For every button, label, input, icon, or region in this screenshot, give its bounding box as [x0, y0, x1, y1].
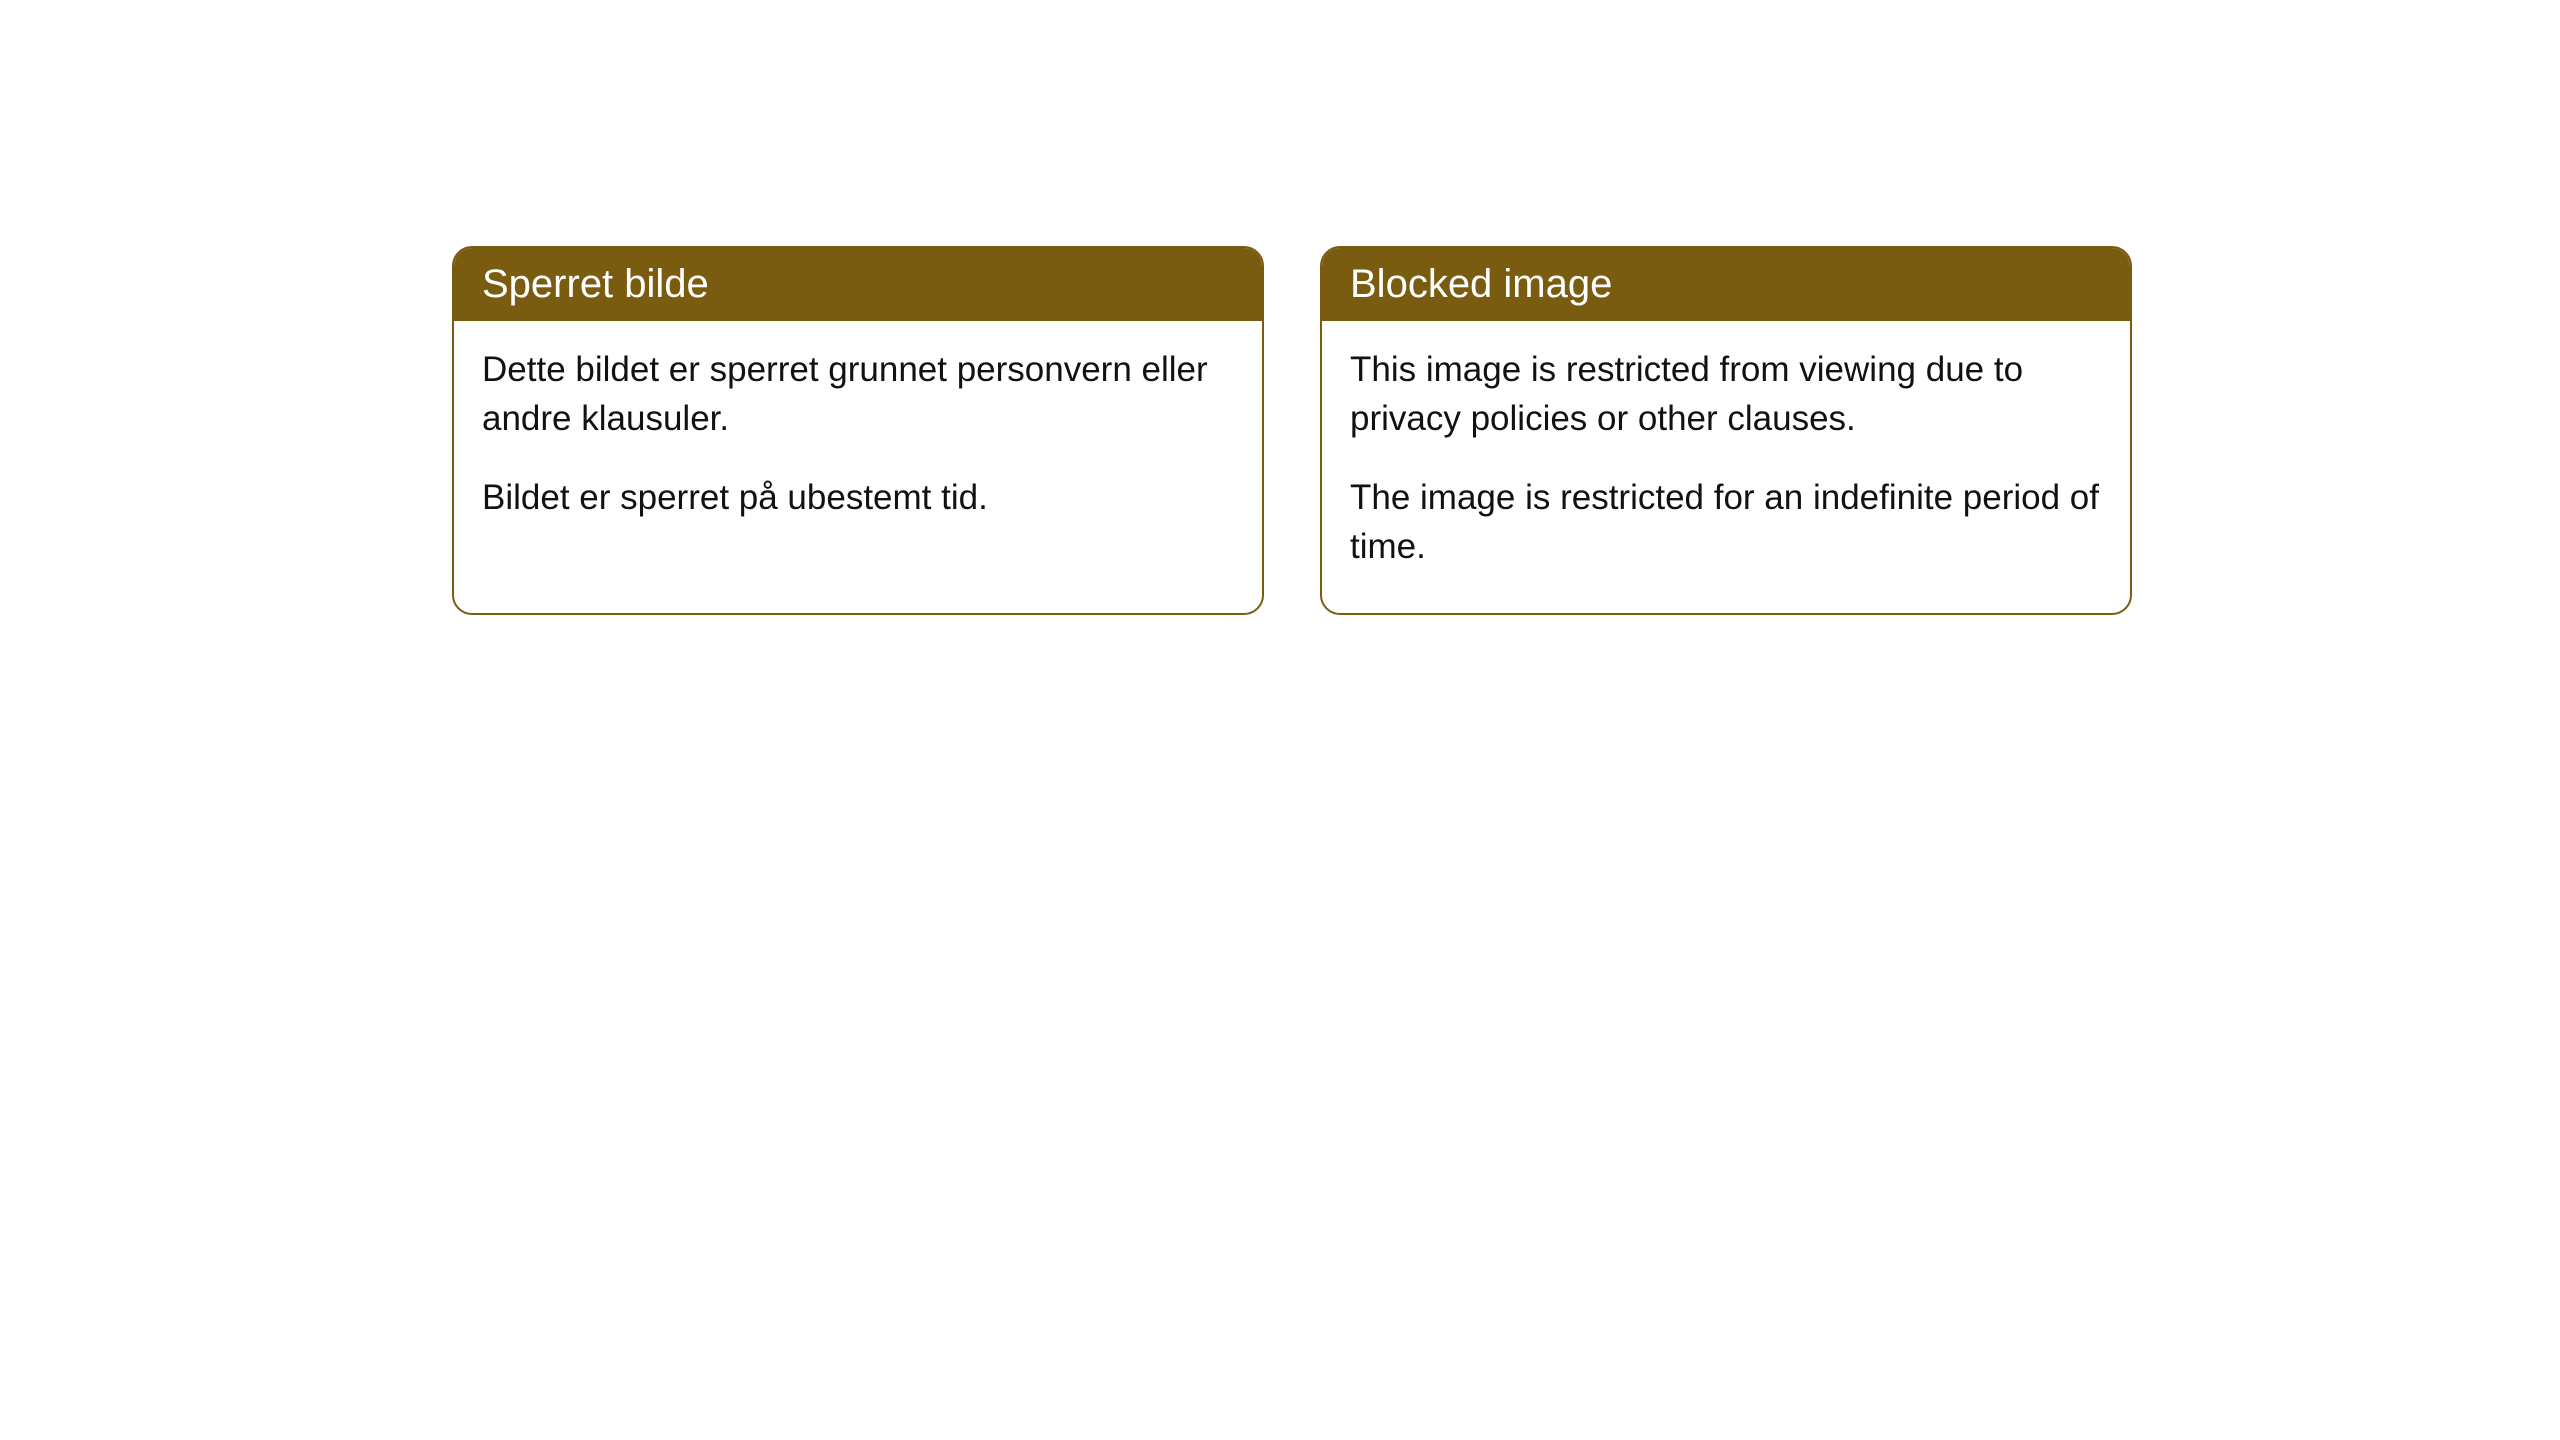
card-title: Sperret bilde: [482, 262, 709, 306]
card-paragraph-1: This image is restricted from viewing du…: [1350, 345, 2102, 443]
card-paragraph-1: Dette bildet er sperret grunnet personve…: [482, 345, 1234, 443]
cards-container: Sperret bilde Dette bildet er sperret gr…: [0, 0, 2560, 615]
card-body-english: This image is restricted from viewing du…: [1322, 321, 2130, 613]
card-paragraph-2: The image is restricted for an indefinit…: [1350, 473, 2102, 571]
card-title: Blocked image: [1350, 262, 1612, 306]
blocked-image-card-english: Blocked image This image is restricted f…: [1320, 246, 2132, 615]
card-header-norwegian: Sperret bilde: [454, 248, 1262, 321]
card-body-norwegian: Dette bildet er sperret grunnet personve…: [454, 321, 1262, 564]
card-paragraph-2: Bildet er sperret på ubestemt tid.: [482, 473, 1234, 522]
blocked-image-card-norwegian: Sperret bilde Dette bildet er sperret gr…: [452, 246, 1264, 615]
card-header-english: Blocked image: [1322, 248, 2130, 321]
